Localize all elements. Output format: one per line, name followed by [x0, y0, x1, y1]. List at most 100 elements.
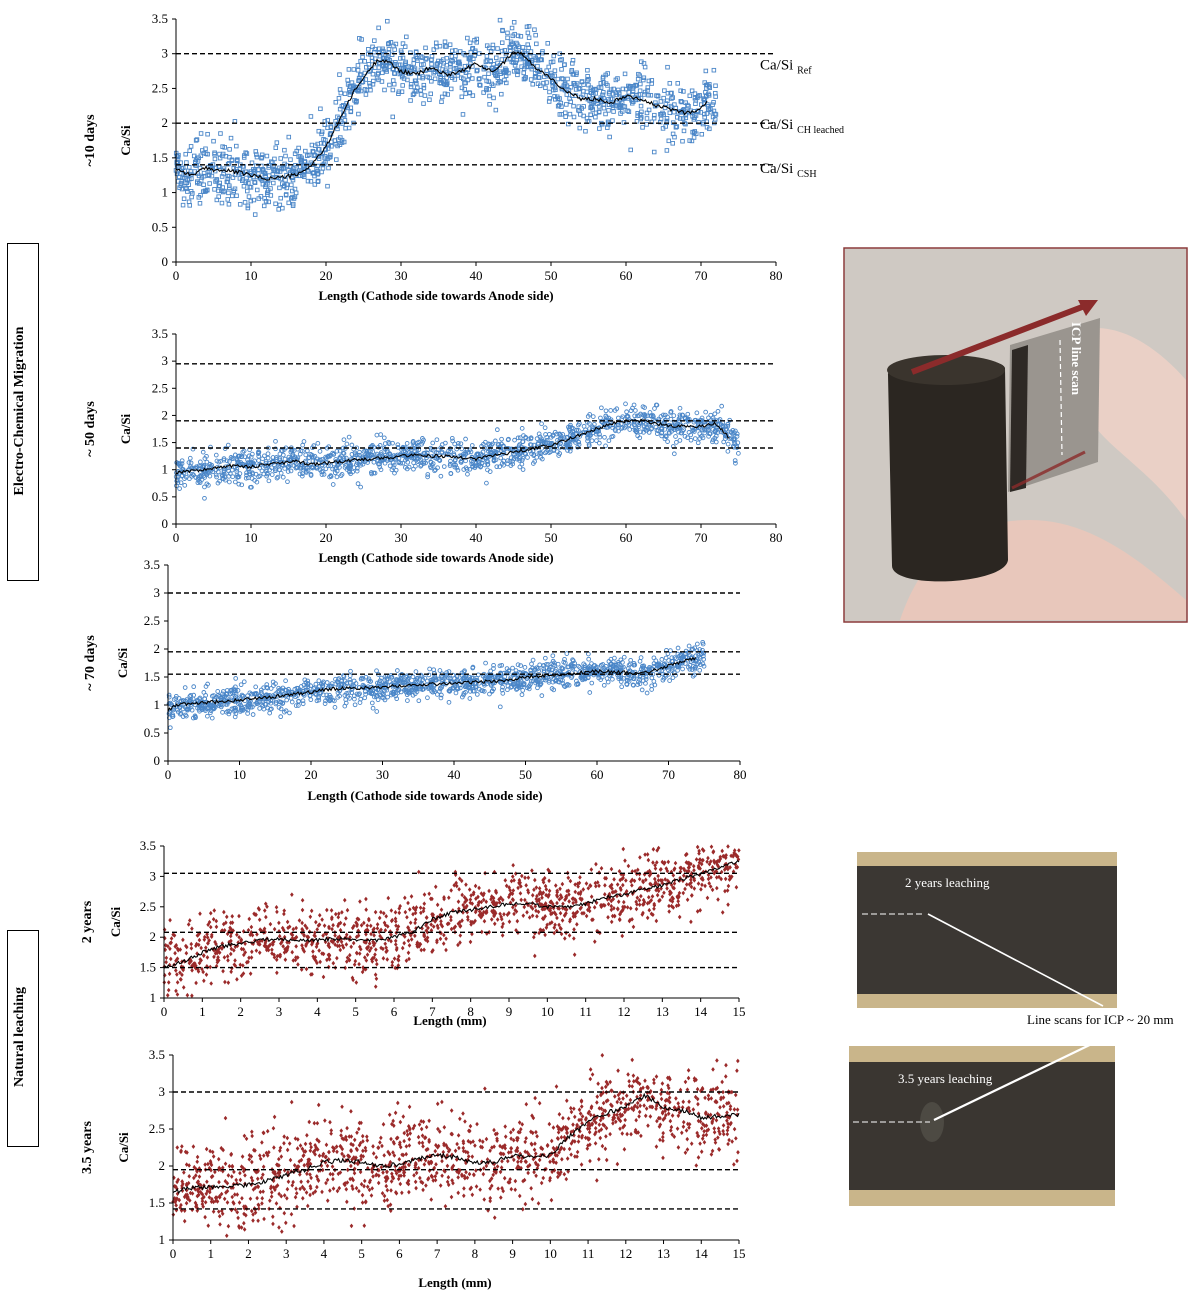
data-point: [592, 86, 598, 92]
scatter-points-ecm10: [173, 17, 719, 217]
data-point: [492, 72, 498, 77]
y-tick-label: 1.5: [152, 435, 168, 450]
data-point: [351, 67, 357, 72]
data-point: [398, 56, 403, 61]
data-point: [213, 452, 219, 458]
data-point: [458, 441, 464, 447]
data-point: [511, 20, 517, 25]
y-tick-label: 1: [154, 697, 161, 712]
data-point: [187, 203, 192, 208]
data-point: [515, 33, 521, 39]
data-point: [432, 76, 438, 82]
data-point: [197, 201, 203, 206]
data-point: [471, 56, 476, 61]
data-point: [651, 846, 656, 852]
data-point: [184, 160, 189, 165]
data-point: [557, 112, 563, 117]
x-tick-label: 70: [695, 268, 708, 283]
data-point: [519, 897, 524, 903]
data-point: [229, 467, 235, 473]
data-point: [250, 712, 256, 717]
data-point: [334, 157, 339, 162]
data-point: [376, 70, 381, 76]
data-point: [326, 165, 331, 171]
data-point: [462, 87, 467, 92]
data-point: [187, 455, 193, 461]
data-point: [225, 197, 231, 202]
data-point: [305, 448, 310, 454]
data-point: [374, 976, 379, 982]
data-point: [308, 697, 314, 703]
data-point: [592, 939, 597, 944]
data-point: [296, 154, 301, 159]
data-point: [687, 93, 693, 99]
data-point: [571, 114, 577, 120]
data-point: [607, 134, 612, 140]
data-point: [535, 63, 540, 69]
data-point: [305, 178, 311, 184]
data-point: [303, 148, 308, 154]
data-point: [510, 57, 516, 63]
data-point: [192, 169, 197, 174]
data-point: [500, 27, 505, 33]
data-point: [206, 172, 212, 178]
data-point: [370, 44, 375, 50]
data-point: [429, 61, 434, 67]
data-point: [644, 110, 650, 116]
data-point: [288, 157, 293, 162]
data-point: [651, 115, 657, 121]
data-point: [422, 901, 427, 907]
data-point: [411, 91, 417, 96]
data-point: [542, 74, 547, 80]
data-point: [337, 87, 343, 92]
data-point: [463, 436, 468, 442]
data-point: [623, 401, 628, 407]
data-point: [494, 55, 499, 61]
data-point: [522, 76, 528, 81]
data-point: [229, 157, 235, 163]
data-point: [277, 185, 282, 191]
data-point: [634, 906, 639, 912]
data-point: [499, 436, 504, 442]
y-tick-label: 0.5: [152, 219, 168, 234]
data-point: [182, 685, 188, 690]
data-point: [623, 86, 629, 92]
data-point: [525, 30, 531, 36]
data-point: [703, 68, 709, 74]
data-point: [465, 63, 471, 69]
data-point: [559, 57, 564, 62]
data-point: [338, 135, 343, 140]
y-tick-label: 0.5: [152, 489, 168, 504]
data-point: [720, 910, 725, 915]
data-point: [512, 437, 517, 443]
data-point: [519, 692, 525, 698]
data-point: [264, 153, 270, 159]
data-point: [249, 160, 255, 166]
x-tick-label: 50: [545, 268, 558, 283]
data-point: [638, 655, 644, 660]
data-point: [405, 77, 410, 83]
data-point: [606, 91, 612, 96]
data-point: [310, 148, 316, 154]
data-point: [719, 403, 725, 409]
data-point: [551, 87, 556, 93]
data-point: [308, 179, 314, 184]
data-point: [230, 193, 235, 199]
data-point: [612, 408, 618, 413]
data-point: [467, 40, 473, 46]
data-point: [290, 203, 296, 209]
data-point: [316, 156, 322, 161]
data-point: [283, 177, 288, 183]
data-point: [590, 414, 596, 419]
data-point: [473, 48, 478, 54]
data-point: [652, 112, 657, 118]
data-point: [530, 657, 536, 663]
x-tick-label: 80: [770, 268, 783, 283]
data-point: [644, 116, 650, 121]
data-point: [219, 200, 225, 206]
data-point: [308, 114, 314, 119]
data-point: [406, 938, 411, 944]
data-point: [690, 129, 695, 135]
data-point: [703, 427, 709, 432]
data-point: [555, 76, 561, 82]
